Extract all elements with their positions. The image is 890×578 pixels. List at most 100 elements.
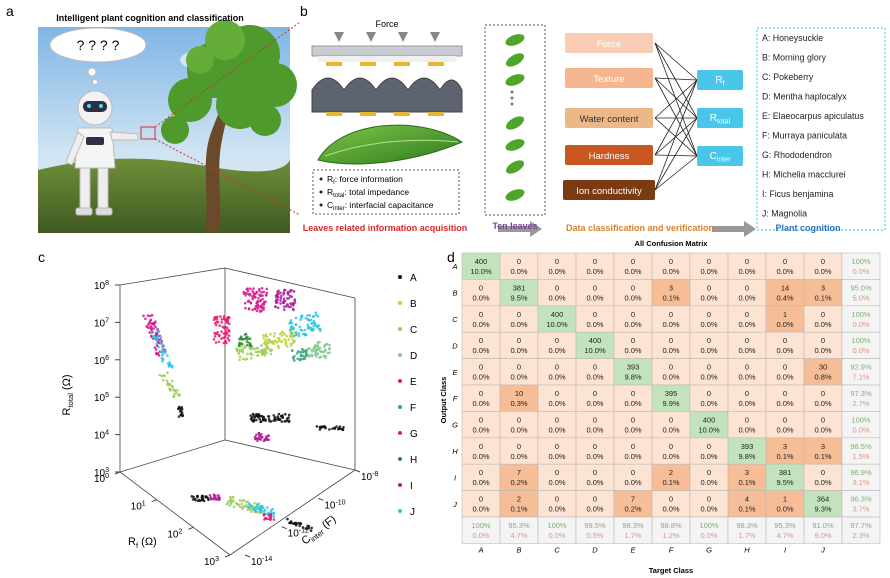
cell-count: 0	[479, 310, 483, 319]
scatter-dot	[171, 365, 174, 369]
scatter-dot	[328, 428, 331, 431]
cell-percent: 0.0%	[662, 373, 679, 382]
scatter-dot	[244, 332, 248, 336]
cell-percent: 0.0%	[852, 267, 869, 276]
scatter-dot	[297, 332, 301, 335]
scatter-dot	[267, 438, 270, 442]
matrix-cell	[803, 252, 843, 280]
scatter-dot	[296, 357, 299, 361]
scatter-dot	[207, 498, 210, 502]
scatter-dot	[284, 343, 288, 346]
x-tick-label-base: 10	[94, 474, 106, 485]
summary-cell	[841, 279, 881, 307]
scatter-dot	[290, 295, 294, 299]
cell-count: 0	[707, 442, 711, 451]
scatter-dot	[315, 355, 318, 358]
cell-percent: 0.0%	[814, 320, 831, 329]
scatter-dot	[147, 323, 150, 326]
cell-percent: 0.1%	[738, 505, 755, 514]
scatter-dot	[201, 494, 205, 498]
scatter-dot	[150, 313, 154, 317]
scatter-dot	[249, 507, 252, 511]
foliage	[161, 20, 297, 144]
scatter-dot	[167, 365, 171, 368]
column-label: F	[669, 545, 674, 554]
scatter-dot	[240, 506, 244, 509]
scatter-dot	[282, 291, 286, 294]
scatter-dot	[286, 290, 290, 294]
x-axis-label: Target Class	[649, 566, 693, 575]
scatter-dot	[227, 334, 231, 337]
cell-count: 0	[631, 468, 635, 477]
matrix-cell	[537, 490, 577, 518]
bullet	[319, 190, 323, 194]
cell-percent: 0.0%	[776, 320, 793, 329]
z-tick-label: 103	[94, 467, 109, 479]
cell-count: 98.3%	[736, 521, 758, 530]
cell-count: 100%	[851, 336, 871, 345]
scatter-dot	[308, 314, 312, 317]
scatter-dot	[178, 393, 182, 396]
sensor	[311, 32, 464, 215]
cell-percent: 0.0%	[776, 373, 793, 382]
scatter-dot	[285, 334, 288, 338]
scatter-dot	[265, 335, 269, 339]
column-label: J	[820, 545, 825, 554]
scatter-dot	[252, 347, 256, 351]
scatter-dot	[265, 291, 269, 295]
matrix-cell	[537, 358, 577, 386]
scatter-dot	[160, 345, 164, 349]
cell-percent: 0.0%	[852, 425, 869, 434]
matrix-cell	[803, 490, 843, 518]
scatter-dot	[246, 337, 250, 341]
row-label: B	[452, 289, 457, 298]
cell-count: 0	[669, 363, 673, 372]
cell-count: 97.7%	[850, 521, 872, 530]
scatter-dot	[292, 290, 296, 293]
z-tick-label: 107	[94, 317, 109, 329]
scatter-dot	[262, 302, 266, 305]
cell-count: 10	[515, 389, 523, 398]
output-label-symbol: R	[710, 113, 717, 124]
scatter-dot	[280, 330, 284, 334]
cell-count: 0	[479, 495, 483, 504]
scatter-dot	[247, 506, 250, 509]
column-label: B	[516, 545, 521, 554]
scatter-dot	[279, 296, 283, 300]
matrix-cell	[537, 252, 577, 280]
cell-percent: 0.0%	[472, 346, 489, 355]
matrix-cell	[461, 358, 501, 386]
scatter-dot	[315, 425, 319, 428]
summary-cell	[575, 516, 615, 544]
scatter-dot	[244, 337, 248, 341]
scatter-dot	[303, 328, 307, 332]
matrix-cell	[461, 437, 501, 465]
matrix-cell	[575, 252, 615, 280]
cell-count: 3	[783, 442, 787, 451]
scatter-dot	[257, 437, 260, 441]
scatter-dot	[156, 352, 159, 355]
scatter-dot	[254, 507, 258, 511]
scatter-dot	[175, 392, 179, 395]
summary-cell	[841, 358, 881, 386]
flow-arrow	[498, 221, 542, 237]
scatter-dot	[204, 495, 208, 498]
feature-label: Texture	[593, 74, 624, 85]
feature-box	[565, 33, 653, 53]
x-tick-label-base: 10	[204, 557, 216, 568]
y-tick-label-exp: -14	[262, 556, 272, 563]
scatter-dot	[172, 388, 175, 392]
scatter-dot	[247, 307, 251, 311]
scatter-dot	[276, 290, 279, 294]
cell-percent: 1.5%	[852, 452, 869, 461]
row-label: C	[452, 315, 458, 324]
cell-count: 95.0%	[850, 283, 872, 292]
cell-percent: 0.0%	[662, 452, 679, 461]
scatter-dot	[287, 305, 290, 309]
cell-count: 7	[517, 468, 521, 477]
column-label: G	[706, 545, 712, 554]
cell-percent: 9.8%	[738, 452, 755, 461]
leaf-icon	[505, 74, 525, 86]
scatter-dot	[268, 515, 272, 518]
matrix-cell	[651, 331, 691, 359]
